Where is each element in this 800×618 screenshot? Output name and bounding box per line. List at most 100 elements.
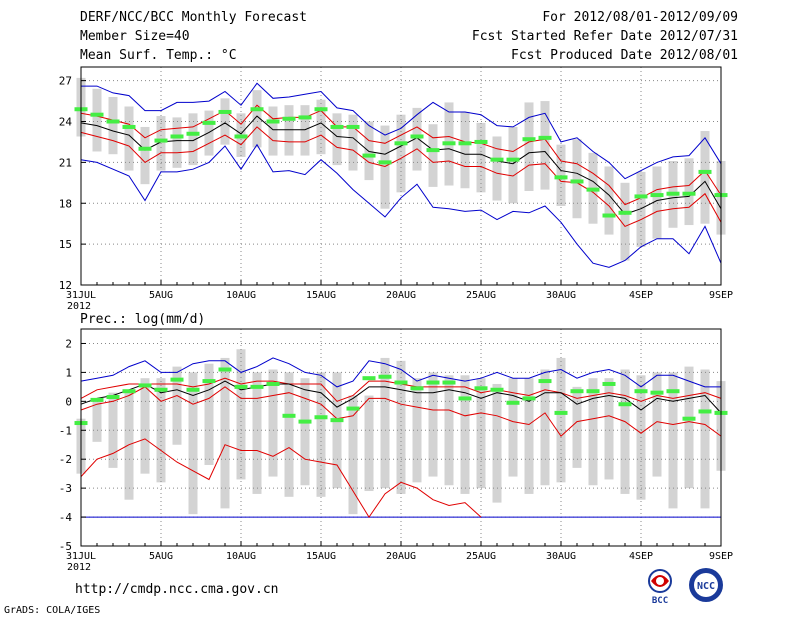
- temperature-y-label: 27: [59, 75, 72, 88]
- precipitation-box: [204, 363, 214, 465]
- temperature-observed-mark: [506, 157, 520, 162]
- precipitation-chart: 31JUL 5AUG 10AUG 15AUG 20AUG 25AUG 30AUG 4SEP 9S…: [59, 312, 733, 573]
- temperature-box: [140, 126, 150, 185]
- precipitation-observed-mark: [282, 413, 296, 418]
- temperature-observed-mark: [426, 148, 440, 153]
- temperature-max-line: [81, 82, 722, 180]
- precipitation-x-label: 31JUL: [66, 551, 96, 562]
- precipitation-observed-mark: [490, 387, 504, 392]
- temperature-box: [348, 114, 358, 171]
- precipitation-box: [620, 369, 630, 494]
- temperature-observed-mark: [346, 124, 360, 129]
- temperature-box: [204, 110, 214, 156]
- source-url[interactable]: http://cmdp.ncc.cma.gov.cn: [75, 582, 279, 597]
- precipitation-observed-mark: [458, 396, 472, 401]
- precipitation-box: [92, 401, 102, 442]
- precipitation-observed-mark: [410, 386, 424, 391]
- temperature-box: [540, 101, 550, 190]
- precipitation-observed-mark: [90, 397, 104, 402]
- temperature-observed-mark: [490, 157, 504, 162]
- temperature-box: [92, 88, 102, 152]
- precipitation-box: [268, 369, 278, 477]
- precipitation-median-line: [80, 380, 722, 414]
- precipitation-observed-mark: [506, 400, 520, 405]
- precipitation-observed-mark: [330, 418, 344, 423]
- precipitation-observed-mark: [682, 416, 696, 421]
- precipitation-observed-mark: [106, 394, 120, 399]
- temperature-box: [252, 90, 262, 148]
- precipitation-x-label: 30AUG: [546, 551, 576, 562]
- precipitation-box: [588, 378, 598, 486]
- temperature-box: [188, 113, 198, 166]
- temperature-observed-mark: [474, 139, 488, 144]
- temperature-x-label: 31JUL: [66, 290, 96, 301]
- precipitation-x-sublabel: 2012: [67, 562, 91, 573]
- temperature-box: [364, 121, 374, 181]
- precipitation-box: [556, 357, 566, 483]
- precipitation-x-label: 9SEP: [709, 551, 733, 562]
- precipitation-observed-mark: [218, 367, 232, 372]
- temperature-box: [684, 158, 694, 226]
- temperature-box: [700, 131, 710, 224]
- precipitation-observed-mark: [346, 406, 360, 411]
- precipitation-box: [172, 366, 182, 445]
- temperature-observed-mark: [218, 109, 232, 114]
- temperature-box: [620, 182, 630, 261]
- member-size: Member Size=40: [80, 29, 190, 44]
- temperature-lower-line: [80, 126, 722, 228]
- precipitation-box: [236, 349, 246, 480]
- precipitation-box: [700, 369, 710, 509]
- precipitation-observed-mark: [394, 380, 408, 385]
- temperature-x-label: 9SEP: [709, 290, 733, 301]
- temperature-observed-mark: [314, 107, 328, 112]
- precipitation-y-label: 0: [65, 395, 72, 408]
- temperature-box: [460, 111, 470, 189]
- precipitation-box: [364, 395, 374, 492]
- precipitation-lower-line: [80, 386, 722, 437]
- temperature-box: [652, 166, 662, 239]
- temperature-box: [636, 171, 646, 247]
- header-left: DERF/NCC/BCC Monthly Forecast Member Size…: [80, 8, 307, 65]
- temperature-observed-mark: [106, 119, 120, 124]
- temperature-observed-mark: [666, 191, 680, 196]
- temperature-box: [380, 125, 390, 209]
- precipitation-observed-mark: [234, 384, 248, 389]
- temperature-upper-line: [80, 104, 722, 206]
- precipitation-box: [348, 395, 358, 515]
- temperature-x-label: 30AUG: [546, 290, 576, 301]
- precipitation-box: [300, 378, 310, 486]
- temperature-observed-mark: [682, 191, 696, 196]
- temperature-box: [476, 122, 486, 193]
- temperature-box: [428, 124, 438, 187]
- precipitation-y-label: -1: [59, 424, 72, 437]
- temperature-observed-mark: [122, 124, 136, 129]
- precipitation-observed-mark: [586, 389, 600, 394]
- precipitation-box: [380, 357, 390, 489]
- header-right: For 2012/08/01-2012/09/09 Fcst Started Re…: [472, 8, 738, 65]
- precipitation-box: [668, 372, 678, 509]
- precipitation-box: [492, 383, 502, 503]
- precipitation-observed-mark: [698, 409, 712, 414]
- temperature-box: [300, 105, 310, 156]
- temperature-observed-mark: [170, 134, 184, 139]
- bcc-logo: BCC: [648, 569, 672, 606]
- precipitation-observed-mark: [538, 379, 552, 384]
- precipitation-observed-mark: [570, 389, 584, 394]
- temperature-observed-mark: [394, 141, 408, 146]
- precipitation-observed-mark: [634, 389, 648, 394]
- temperature-box: [268, 106, 278, 156]
- temperature-observed-mark: [650, 193, 664, 198]
- temperature-x-label: 15AUG: [306, 290, 336, 301]
- temperature-observed-mark: [554, 175, 568, 180]
- precipitation-y-label: -4: [59, 511, 73, 524]
- precipitation-observed-mark: [250, 384, 264, 389]
- precipitation-box: [652, 372, 662, 477]
- temperature-observed-mark: [298, 115, 312, 120]
- temperature-x-sublabel: 2012: [67, 301, 91, 312]
- temperature-median-line: [80, 115, 722, 215]
- precipitation-x-label: 4SEP: [629, 551, 653, 562]
- temperature-observed-mark: [586, 187, 600, 192]
- temperature-x-label: 25AUG: [466, 290, 496, 301]
- temperature-min-line: [80, 143, 722, 268]
- precipitation-box: [252, 372, 262, 494]
